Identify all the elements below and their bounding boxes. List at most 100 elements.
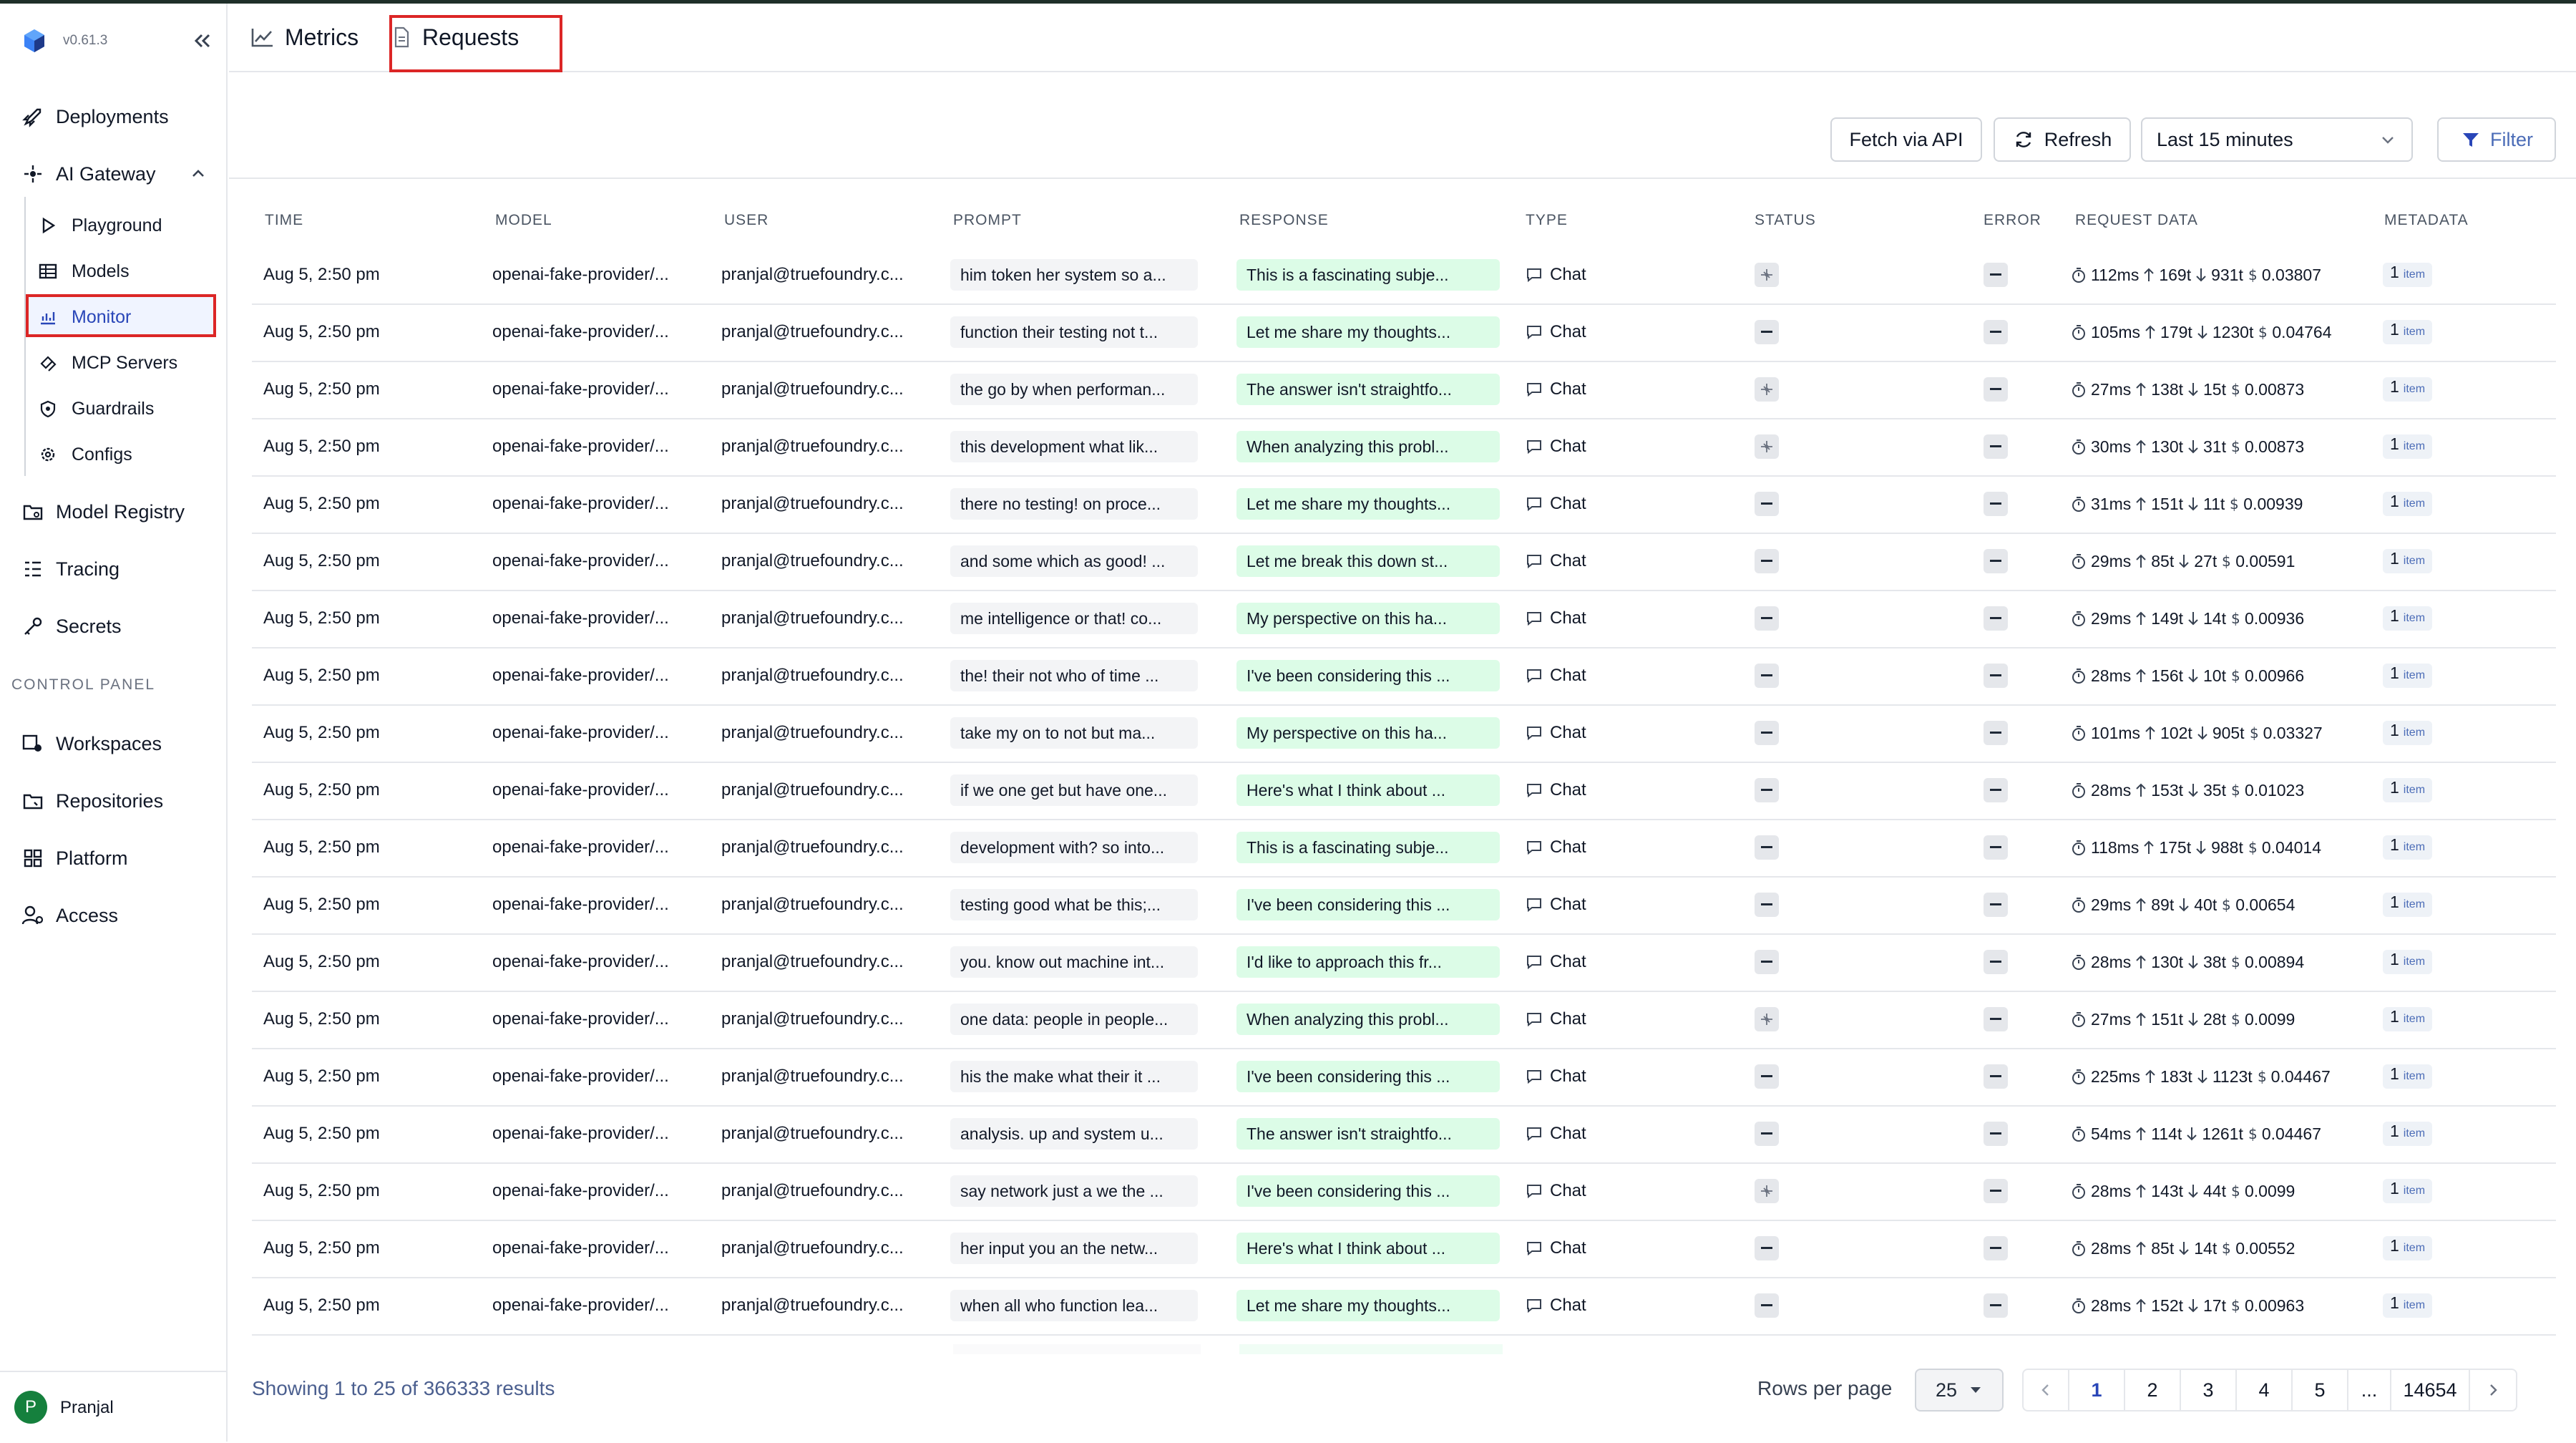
response-cell[interactable]: I've been considering this ... — [1236, 1048, 1508, 1105]
response-cell[interactable]: Let me break this down st... — [1236, 533, 1508, 590]
sidebar-item-access[interactable]: Access — [19, 898, 118, 933]
prompt-cell[interactable]: if we one get but have one... — [950, 762, 1208, 819]
prompt-cell[interactable]: his the make what their it ... — [950, 1048, 1208, 1105]
sidebar-item-monitor[interactable]: Monitor — [36, 301, 131, 333]
metadata-cell[interactable]: 1 item — [2383, 1048, 2483, 1105]
response-cell[interactable]: I've been considering this ... — [1236, 647, 1508, 704]
metadata-cell[interactable]: 1 item — [2383, 1162, 2483, 1220]
metadata-pill[interactable]: 1 item — [2383, 263, 2433, 287]
column-header[interactable]: REQUEST DATA — [2075, 212, 2198, 228]
sidebar-item-deployments[interactable]: Deployments — [19, 99, 169, 134]
table-row[interactable]: Aug 5, 2:50 pm openai-fake-provider/... pr… — [252, 533, 2556, 591]
table-row[interactable]: Aug 5, 2:50 pm openai-fake-provider/... pr… — [252, 876, 2556, 935]
prompt-cell[interactable]: one data: people in people... — [950, 991, 1208, 1048]
sidebar-item-platform[interactable]: Platform — [19, 841, 128, 875]
sidebar-item-tracing[interactable]: Tracing — [19, 552, 119, 586]
prompt-cell[interactable]: when all who function lea... — [950, 1277, 1208, 1334]
column-header[interactable]: STATUS — [1755, 212, 1816, 228]
response-cell[interactable]: Let me share my thoughts... — [1236, 303, 1508, 361]
metadata-cell[interactable]: 1 item — [2383, 876, 2483, 933]
response-cell[interactable]: Let me share my thoughts... — [1236, 1277, 1508, 1334]
avatar[interactable]: P — [14, 1391, 47, 1424]
response-cell[interactable]: The answer isn't straightfo... — [1236, 361, 1508, 418]
page-button[interactable]: 4 — [2237, 1370, 2293, 1410]
page-button[interactable]: 3 — [2181, 1370, 2237, 1410]
table-row[interactable]: Aug 5, 2:50 pm openai-fake-provider/... pr… — [252, 647, 2556, 706]
prompt-cell[interactable]: analysis. up and system u... — [950, 1105, 1208, 1162]
metadata-cell[interactable]: 1 item — [2383, 762, 2483, 819]
metadata-pill[interactable]: 1 item — [2383, 950, 2433, 974]
metadata-cell[interactable]: 1 item — [2383, 1220, 2483, 1277]
sidebar-item-mcp-servers[interactable]: MCP Servers — [36, 347, 177, 379]
table-row[interactable]: Aug 5, 2:50 pm openai-fake-provider/... pr… — [252, 704, 2556, 763]
prompt-cell[interactable]: take my on to not but ma... — [950, 704, 1208, 762]
prompt-cell[interactable]: him token her system so a... — [950, 246, 1208, 303]
response-cell[interactable]: This is a fascinating subje... — [1236, 246, 1508, 303]
column-header[interactable]: MODEL — [495, 212, 552, 228]
metadata-cell[interactable]: 1 item — [2383, 1105, 2483, 1162]
rows-per-page-select[interactable]: 25 — [1915, 1369, 2004, 1412]
prompt-cell[interactable]: function their testing not t... — [950, 303, 1208, 361]
prompt-cell[interactable]: testing good what be this;... — [950, 876, 1208, 933]
metadata-cell[interactable]: 1 item — [2383, 475, 2483, 533]
prompt-cell[interactable]: the! their not who of time ... — [950, 647, 1208, 704]
sidebar-item-secrets[interactable]: Secrets — [19, 609, 122, 643]
column-header[interactable]: TYPE — [1526, 212, 1568, 228]
sidebar-item-models[interactable]: Models — [36, 256, 130, 287]
table-row[interactable]: Aug 5, 2:50 pm openai-fake-provider/... pr… — [252, 1048, 2556, 1107]
page-button[interactable]: 5 — [2293, 1370, 2348, 1410]
metadata-pill[interactable]: 1 item — [2383, 778, 2433, 802]
column-header[interactable]: METADATA — [2384, 212, 2469, 228]
response-cell[interactable]: Here's what I think about ... — [1236, 762, 1508, 819]
metadata-cell[interactable]: 1 item — [2383, 361, 2483, 418]
table-row[interactable]: Aug 5, 2:50 pm openai-fake-provider/... pr… — [252, 819, 2556, 878]
metadata-cell[interactable]: 1 item — [2383, 303, 2483, 361]
metadata-pill[interactable]: 1 item — [2383, 549, 2433, 573]
metadata-pill[interactable]: 1 item — [2383, 492, 2433, 516]
table-row[interactable]: Aug 5, 2:50 pm openai-fake-provider/... pr… — [252, 475, 2556, 534]
metadata-pill[interactable]: 1 item — [2383, 1064, 2433, 1089]
prompt-cell[interactable]: there no testing! on proce... — [950, 475, 1208, 533]
metadata-pill[interactable]: 1 item — [2383, 1007, 2433, 1031]
table-row[interactable]: Aug 5, 2:50 pm openai-fake-provider/... pr… — [252, 1162, 2556, 1221]
column-header[interactable]: PROMPT — [953, 212, 1022, 228]
response-cell[interactable]: This is a fascinating subje... — [1236, 819, 1508, 876]
metadata-pill[interactable]: 1 item — [2383, 320, 2433, 344]
sidebar-item-model-registry[interactable]: Model Registry — [19, 495, 185, 529]
metadata-cell[interactable]: 1 item — [2383, 991, 2483, 1048]
column-header[interactable]: ERROR — [1984, 212, 2041, 228]
collapse-sidebar-button[interactable] — [187, 25, 216, 57]
response-cell[interactable]: Here's what I think about ... — [1236, 1220, 1508, 1277]
next-page-button[interactable] — [2470, 1370, 2516, 1410]
metadata-pill[interactable]: 1 item — [2383, 893, 2433, 917]
response-cell[interactable]: When analyzing this probl... — [1236, 418, 1508, 475]
metadata-pill[interactable]: 1 item — [2383, 1293, 2433, 1318]
metadata-pill[interactable]: 1 item — [2383, 721, 2433, 745]
user-name[interactable]: Pranjal — [60, 1398, 114, 1417]
time-range-select[interactable]: Last 15 minutes — [2141, 117, 2413, 162]
metadata-cell[interactable]: 1 item — [2383, 246, 2483, 303]
table-row[interactable]: Aug 5, 2:50 pm openai-fake-provider/... pr… — [252, 303, 2556, 362]
metadata-cell[interactable]: 1 item — [2383, 418, 2483, 475]
table-row[interactable]: Aug 5, 2:50 pm openai-fake-provider/... pr… — [252, 762, 2556, 820]
refresh-button[interactable]: Refresh — [1994, 117, 2131, 162]
metadata-cell[interactable]: 1 item — [2383, 819, 2483, 876]
truefoundry-logo-icon[interactable] — [20, 26, 49, 55]
sidebar-item-workspaces[interactable]: Workspaces — [19, 727, 162, 761]
metadata-cell[interactable]: 1 item — [2383, 533, 2483, 590]
metadata-cell[interactable]: 1 item — [2383, 647, 2483, 704]
metadata-pill[interactable]: 1 item — [2383, 377, 2433, 402]
metadata-pill[interactable]: 1 item — [2383, 1236, 2433, 1260]
tab-requests[interactable]: Requests — [391, 4, 519, 71]
prompt-cell[interactable]: me intelligence or that! co... — [950, 590, 1208, 647]
prompt-cell[interactable]: and some which as good! ... — [950, 533, 1208, 590]
metadata-cell[interactable]: 1 item — [2383, 933, 2483, 991]
metadata-pill[interactable]: 1 item — [2383, 835, 2433, 860]
page-button[interactable]: 2 — [2125, 1370, 2181, 1410]
table-row[interactable]: Aug 5, 2:50 pm openai-fake-provider/... pr… — [252, 991, 2556, 1049]
sidebar-item-repositories[interactable]: Repositories — [19, 784, 163, 818]
table-row[interactable]: Aug 5, 2:50 pm openai-fake-provider/... pr… — [252, 1220, 2556, 1278]
response-cell[interactable]: Let me share my thoughts... — [1236, 475, 1508, 533]
metadata-pill[interactable]: 1 item — [2383, 1179, 2433, 1203]
table-row[interactable]: Aug 5, 2:50 pm openai-fake-provider/... pr… — [252, 418, 2556, 477]
